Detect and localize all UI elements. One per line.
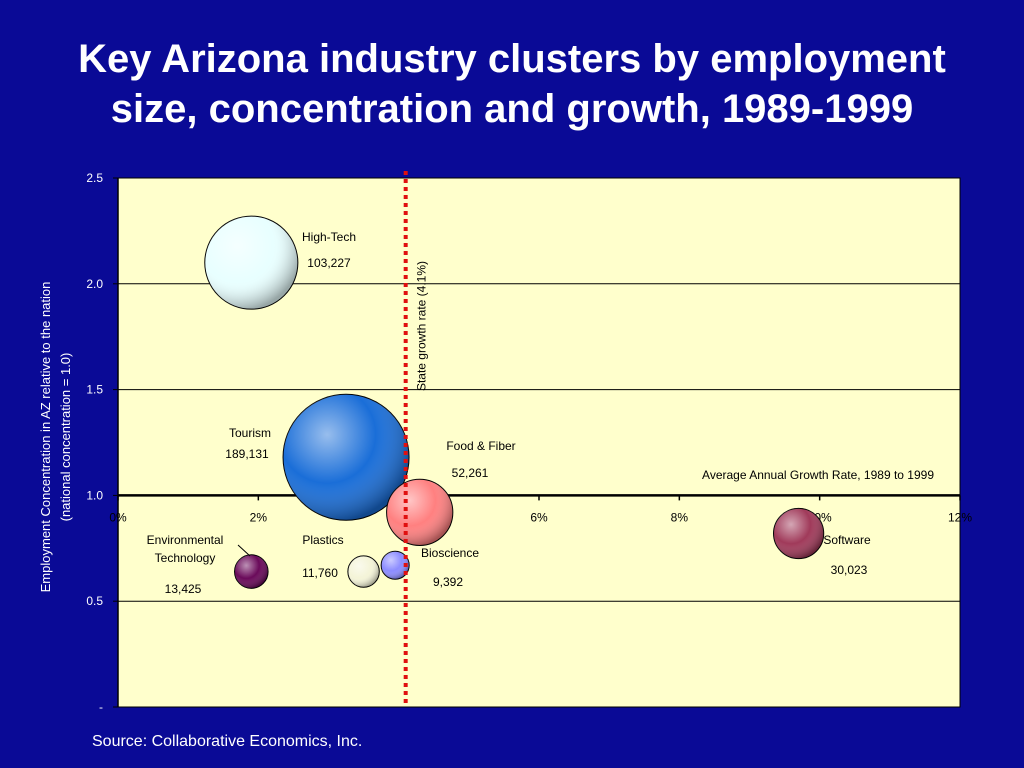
y-tick-label: 2.5 (86, 171, 103, 185)
bubble-label-name: High-Tech (302, 230, 356, 244)
bubble-food-fiber (386, 478, 454, 546)
y-tick-label: 2.0 (86, 277, 103, 291)
bubble-tourism (282, 393, 410, 521)
bubble-shading (386, 479, 453, 546)
bubble-label-name: Technology (155, 551, 216, 565)
bubble-label-value: 13,425 (165, 582, 202, 596)
y-tick-label: - (99, 700, 103, 714)
y-axis-title-line2: (national concentration = 1.0) (58, 353, 73, 522)
x-tick-label: 6% (530, 510, 548, 524)
bubble-label-name: Plastics (302, 533, 343, 547)
y-tick-label: 1.5 (86, 383, 103, 397)
bubble-label-value: 52,261 (452, 466, 489, 480)
bubble-label-name: Environmental (147, 533, 224, 547)
bubble-label-value: 11,760 (302, 566, 338, 580)
bubble-labels: High-Tech 103,227 Tourism 189,131 Food & Fib… (147, 230, 871, 596)
bubble-shading (773, 508, 824, 559)
bubble-software (773, 507, 825, 560)
bubble-label-value: 9,392 (433, 575, 463, 589)
bubble-label-value: 189,131 (225, 447, 269, 461)
slide-title-line1: Key Arizona industry clusters by employm… (78, 37, 946, 81)
bubble-environmental-technology (234, 554, 269, 589)
bubble-label-name: Food & Fiber (446, 439, 515, 453)
x-tick-label: 0% (109, 510, 127, 524)
bubble-label-value: 30,023 (831, 563, 868, 577)
bubble-shading (283, 394, 410, 521)
reference-line-label: State growth rate (4.1%) (415, 261, 429, 391)
state-growth-line: State growth rate (4.1%) (403, 171, 429, 707)
bubble-plastics (347, 555, 380, 588)
bubbles (204, 215, 825, 589)
y-tick-label: 1.0 (86, 488, 103, 502)
bubble-label-name: Bioscience (421, 546, 479, 560)
x-tick-label: 2% (250, 510, 268, 524)
bubble-shading (204, 216, 298, 310)
x-tick-label: 8% (671, 510, 689, 524)
slide-title: Key Arizona industry clusters by employm… (0, 34, 1024, 134)
bubble-shading (381, 551, 410, 580)
y-axis-title-line1: Employment Concentration in AZ relative … (38, 282, 53, 593)
x-axis-title: Average Annual Growth Rate, 1989 to 1999 (702, 468, 934, 482)
bubble-label-name: Tourism (229, 426, 271, 440)
bubble-label-value: 103,227 (307, 256, 351, 270)
bubble-shading (234, 554, 269, 589)
bubble-shading (347, 555, 380, 588)
bubble-label-name: Software (823, 533, 871, 547)
bubble-bioscience (380, 550, 410, 580)
source-note: Source: Collaborative Economics, Inc. (92, 733, 363, 750)
leader-line (237, 544, 251, 557)
y-tick-label: 0.5 (86, 594, 103, 608)
bubble-high-tech (204, 215, 299, 310)
slide-title-line2: size, concentration and growth, 1989-199… (110, 87, 914, 131)
x-tick-label: 12% (948, 510, 972, 524)
